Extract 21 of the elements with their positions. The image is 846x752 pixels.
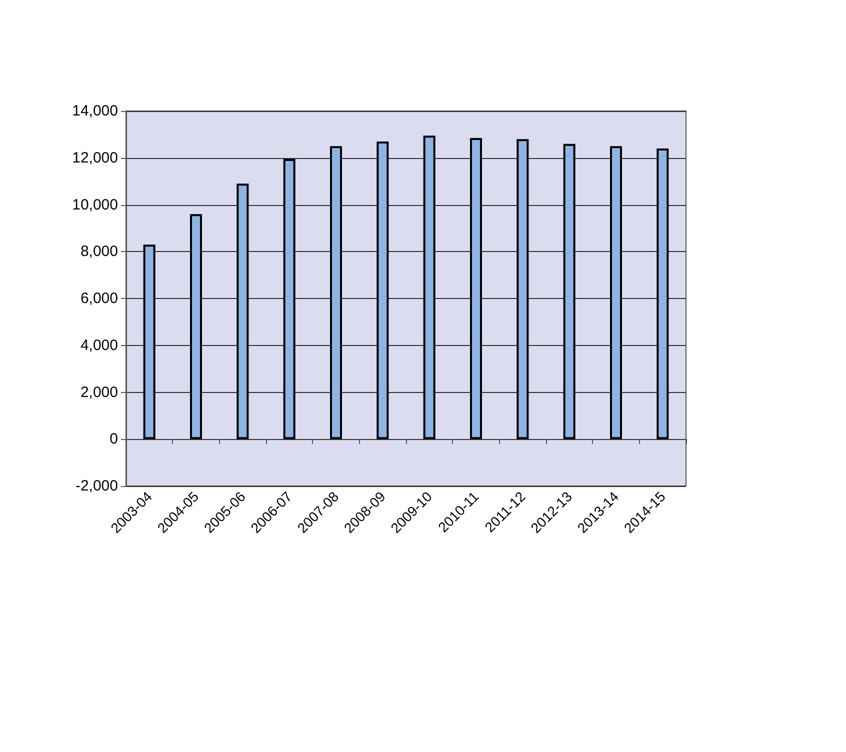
- bar: [610, 146, 622, 440]
- bar: [656, 148, 669, 440]
- y-tick-label: 4,000: [80, 336, 118, 354]
- y-tick-label: 2,000: [80, 384, 118, 401]
- bar: [376, 141, 389, 440]
- bar: [563, 144, 576, 440]
- bar: [143, 244, 156, 440]
- bar: [190, 214, 202, 440]
- y-tick-label: 0: [110, 430, 118, 448]
- bar: [283, 159, 296, 440]
- y-tick-label: -2,000: [75, 478, 118, 494]
- bar: [423, 136, 436, 440]
- bar: [470, 138, 482, 440]
- y-tick-label: 14,000: [72, 102, 118, 120]
- y-tick-label: 12,000: [72, 149, 118, 166]
- bar: [516, 139, 529, 440]
- bar: [236, 184, 249, 440]
- y-tick-label: 8,000: [80, 243, 118, 260]
- y-tick-label: 6,000: [80, 290, 118, 307]
- y-tick-label: 10,000: [72, 196, 118, 214]
- bar: [330, 146, 342, 440]
